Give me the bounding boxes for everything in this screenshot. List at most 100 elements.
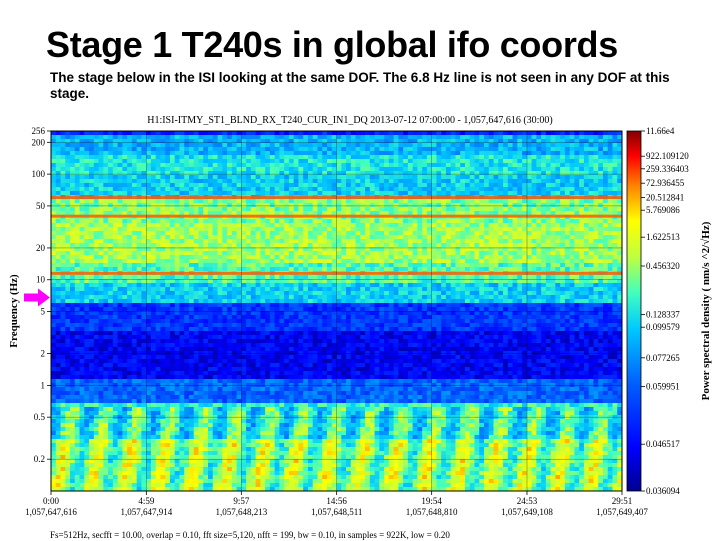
- spectrogram-cell: [484, 155, 490, 160]
- spectrogram-cell: [531, 283, 537, 288]
- spectrogram-cell: [350, 139, 357, 144]
- spectrogram-cell: [555, 171, 561, 176]
- spectrogram-cell: [469, 179, 476, 184]
- spectrogram-cell: [203, 203, 209, 208]
- spectrogram-cell: [507, 143, 514, 148]
- spectrogram-cell: [51, 259, 57, 264]
- spectrogram-cell: [436, 191, 442, 196]
- spectrogram-cell: [479, 191, 485, 196]
- spectrogram-cell: [174, 259, 181, 264]
- spectrogram-cell: [612, 135, 618, 140]
- spectrogram-cell: [269, 167, 276, 172]
- spectrogram-cell: [150, 191, 157, 196]
- spectrogram-cell: [108, 247, 114, 252]
- spectrogram-cell: [341, 251, 347, 256]
- spectrogram-cell: [403, 255, 409, 260]
- spectrogram-cell: [450, 211, 457, 216]
- spectrogram-cell: [127, 291, 133, 296]
- spectrogram-cell: [169, 231, 176, 236]
- spectrogram-cell: [293, 227, 300, 232]
- spectrogram-cell: [131, 175, 138, 180]
- spectrogram-cell: [65, 183, 71, 188]
- spectrogram-cell: [231, 167, 238, 172]
- spectrogram-cell: [60, 275, 66, 280]
- spectrogram-cell: [227, 267, 233, 272]
- spectrogram-cell: [112, 275, 119, 280]
- spectrogram-cell: [188, 295, 195, 300]
- spectrogram-cell: [374, 263, 380, 268]
- spectrogram-cell: [512, 247, 518, 252]
- spectrogram-cell: [331, 259, 338, 264]
- spectrogram-cell: [498, 151, 504, 156]
- spectrogram-cell: [217, 155, 223, 160]
- spectrogram-cell: [612, 227, 618, 232]
- spectrogram-cell: [612, 203, 618, 208]
- spectrogram-cell: [350, 159, 357, 164]
- spectrogram-cell: [312, 211, 319, 216]
- spectrogram-cell: [460, 139, 466, 144]
- spectrogram-cell: [346, 207, 352, 212]
- spectrogram-cell: [593, 183, 599, 188]
- spectrogram-cell: [503, 267, 509, 272]
- spectrogram-cell: [450, 187, 457, 192]
- spectrogram-cell: [412, 291, 418, 296]
- spectrogram-cell: [422, 191, 428, 196]
- spectrogram-cell: [583, 247, 590, 252]
- spectrogram-cell: [136, 227, 143, 232]
- spectrogram-cell: [65, 227, 71, 232]
- spectrogram-cell: [98, 171, 104, 176]
- spectrogram-cell: [598, 151, 604, 156]
- spectrogram-cell: [374, 211, 380, 216]
- spectrogram-cell: [60, 167, 66, 172]
- spectrogram-cell: [265, 219, 271, 224]
- spectrogram-cell: [588, 287, 595, 292]
- spectrogram-cell: [612, 139, 618, 144]
- spectrogram-cell: [379, 135, 385, 140]
- spectrogram-cell: [312, 235, 319, 240]
- spectrogram-cell: [93, 275, 100, 280]
- spectrogram-cell: [460, 155, 466, 160]
- spectrogram-cell: [407, 203, 414, 208]
- spectrogram-cell: [93, 135, 100, 140]
- spectrogram-cell: [469, 171, 476, 176]
- spectrogram-cell: [79, 287, 85, 292]
- spectrogram-cell: [365, 279, 371, 284]
- spectrogram-cell: [184, 235, 190, 240]
- spectrogram-cell: [617, 167, 622, 172]
- spectrogram-cell: [617, 263, 622, 268]
- spectrogram-cell: [607, 247, 614, 252]
- spectrogram-cell: [503, 227, 509, 232]
- spectrogram-cell: [526, 231, 533, 236]
- spectrogram-cell: [507, 199, 514, 204]
- spectrogram-cell: [65, 251, 71, 256]
- spectrogram-cell: [179, 279, 185, 284]
- spectrogram-cell: [208, 263, 214, 268]
- spectrogram-cell: [131, 235, 138, 240]
- spectrogram-cell: [445, 151, 452, 156]
- spectrogram-cell: [298, 251, 304, 256]
- spectrogram-cell: [374, 207, 380, 212]
- spectrogram-cell: [426, 235, 433, 240]
- spectrogram-cell: [250, 267, 257, 272]
- spectrogram-cell: [522, 171, 528, 176]
- spectrogram-cell: [579, 187, 585, 192]
- spectrogram-cell: [331, 211, 338, 216]
- spectrogram-cell: [569, 179, 576, 184]
- spectrogram-cell: [112, 223, 119, 228]
- spectrogram-cell: [412, 259, 418, 264]
- spectrogram-cell: [74, 227, 81, 232]
- spectrogram-cell: [198, 263, 204, 268]
- spectrogram-cell: [550, 231, 556, 236]
- spectrogram-cell: [293, 167, 300, 172]
- spectrogram-cell: [374, 295, 380, 300]
- spectrogram-cell: [369, 139, 376, 144]
- spectrogram-cell: [260, 239, 266, 244]
- spectrogram-cell: [612, 255, 618, 260]
- spectrogram-cell: [117, 235, 123, 240]
- spectrogram-cell: [293, 155, 300, 160]
- spectrogram-cell: [307, 279, 314, 284]
- spectrogram-cell: [579, 159, 585, 164]
- spectrogram-cell: [412, 283, 418, 288]
- spectrogram-cell: [51, 147, 57, 152]
- spectrogram-cell: [122, 171, 128, 176]
